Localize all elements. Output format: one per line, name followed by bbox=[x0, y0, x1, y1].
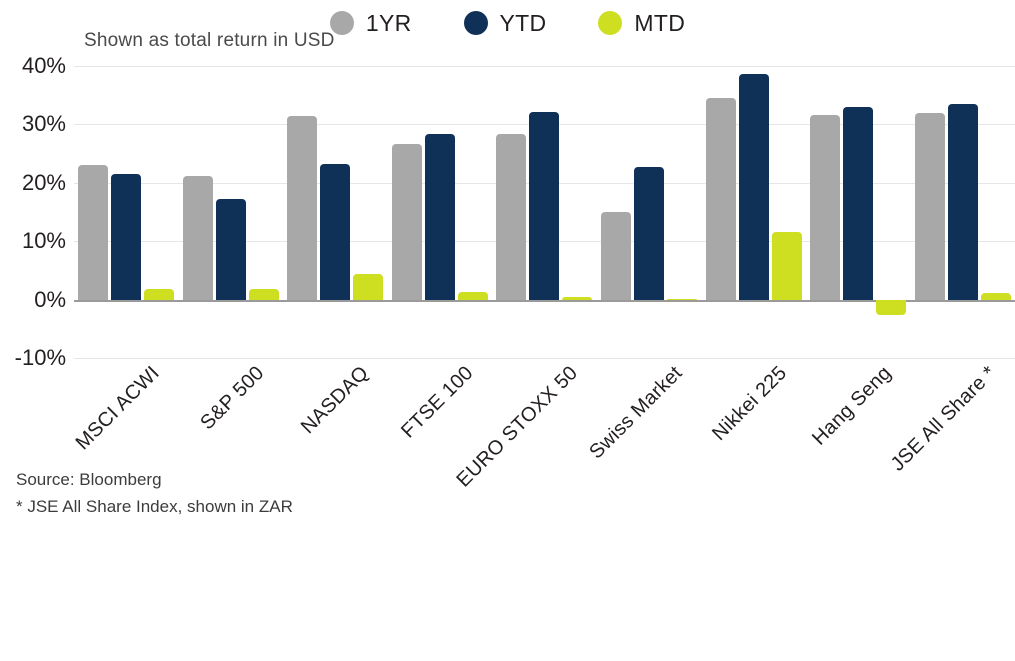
bar bbox=[353, 273, 384, 300]
chart-plot-area bbox=[74, 66, 1015, 359]
y-axis-tick-label: 40% bbox=[21, 53, 66, 78]
circle-swatch-icon bbox=[329, 11, 354, 35]
circle-swatch-icon bbox=[598, 11, 623, 35]
y-axis-labels: 40% 30% 20% 10% 0% -10% bbox=[0, 53, 66, 370]
y-axis-tick-label: -10% bbox=[14, 345, 66, 370]
legend-item-ytd: YTD bbox=[463, 9, 547, 36]
y-axis-tick-label: 0% bbox=[34, 286, 66, 312]
bar bbox=[980, 293, 1011, 300]
bar-group bbox=[910, 66, 1015, 358]
zero-baseline bbox=[74, 299, 1015, 302]
bar-group bbox=[701, 66, 806, 358]
bar bbox=[320, 163, 351, 300]
bar bbox=[810, 115, 841, 300]
bar bbox=[248, 288, 279, 300]
bar bbox=[843, 106, 874, 300]
chart-subtitle: Shown as total return in USD bbox=[84, 30, 335, 51]
bar bbox=[78, 165, 109, 300]
bar bbox=[601, 212, 632, 300]
bar-group bbox=[179, 66, 284, 358]
gridline bbox=[74, 358, 1015, 359]
legend-label-mtd: MTD bbox=[634, 9, 686, 36]
legend-label-1yr: 1YR bbox=[365, 9, 412, 36]
x-axis-labels: MSCI ACWI S&P 500 NASDAQ FTSE 100 EURO STOXX… bbox=[0, 358, 1015, 492]
footnote: * JSE All Share Index, shown in ZAR bbox=[16, 497, 293, 516]
bar bbox=[914, 112, 945, 300]
y-axis-tick-label: 30% bbox=[21, 111, 66, 137]
bar bbox=[667, 299, 698, 301]
bar bbox=[111, 174, 142, 300]
bar bbox=[457, 292, 488, 300]
bar bbox=[529, 111, 560, 300]
gridline bbox=[74, 66, 1015, 67]
y-axis-tick-label: 20% bbox=[21, 169, 66, 195]
bar-group bbox=[492, 66, 597, 358]
bar-group bbox=[388, 66, 493, 358]
bar bbox=[705, 97, 736, 300]
bar bbox=[496, 134, 527, 300]
bar bbox=[771, 232, 802, 300]
bar bbox=[215, 198, 246, 300]
legend-item-1yr: 1YR bbox=[329, 9, 412, 36]
bar bbox=[182, 176, 213, 300]
bar-group bbox=[806, 66, 911, 358]
chart-legend: 1YR YTD MTD bbox=[0, 0, 1015, 46]
legend-item-mtd: MTD bbox=[598, 11, 685, 35]
bar bbox=[424, 134, 455, 300]
bar bbox=[391, 143, 422, 300]
bar bbox=[876, 299, 907, 315]
bar bbox=[562, 297, 593, 300]
bar bbox=[144, 288, 175, 300]
chart-footer: Source: Bloomberg * JSE All Share Index,… bbox=[16, 466, 816, 520]
circle-swatch-icon bbox=[463, 11, 488, 35]
y-axis-tick-label: 10% bbox=[21, 228, 66, 254]
legend-label-ytd: YTD bbox=[499, 9, 547, 36]
bar-group bbox=[74, 66, 179, 358]
bar bbox=[634, 167, 665, 300]
bar-group bbox=[597, 66, 702, 358]
bar bbox=[947, 103, 978, 300]
bar-group bbox=[283, 66, 388, 358]
source-note: Source: Bloomberg bbox=[16, 470, 162, 489]
bar-groups bbox=[74, 66, 1015, 358]
bar bbox=[287, 115, 318, 300]
bar bbox=[738, 74, 769, 300]
